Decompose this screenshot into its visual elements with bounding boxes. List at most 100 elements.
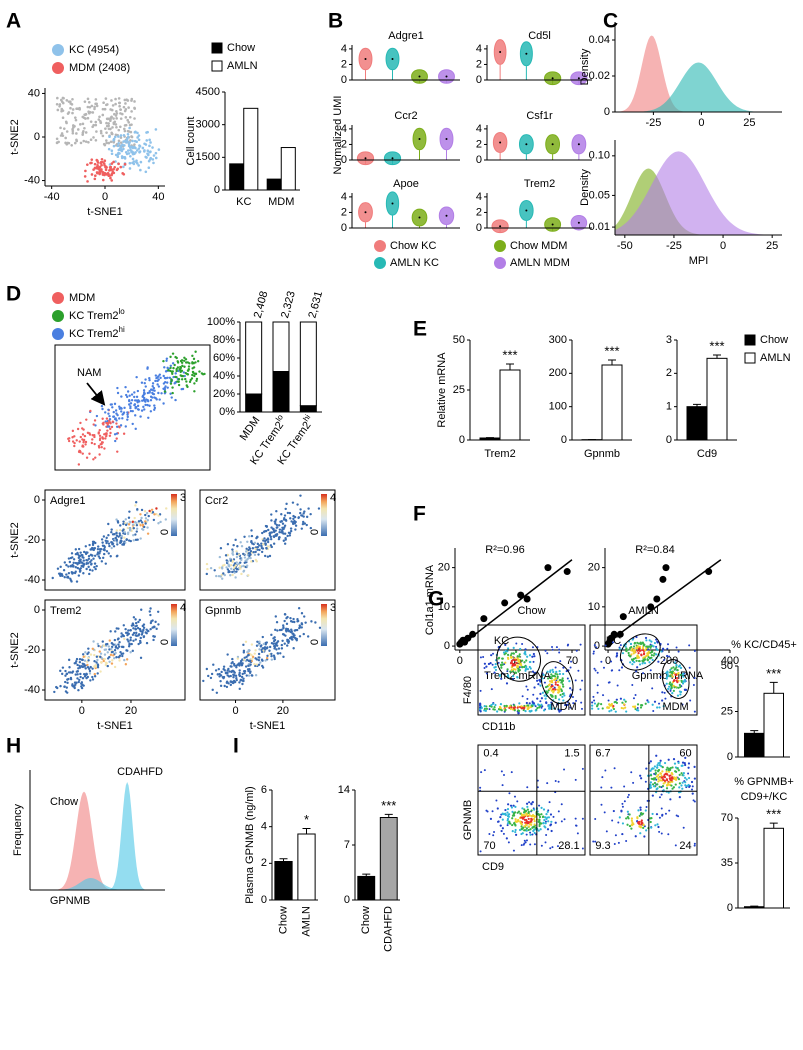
point [558,672,562,676]
y-tick-label: 300 [549,334,567,346]
point [64,669,67,673]
point [501,812,504,815]
point [172,366,175,370]
error-bar [750,905,759,907]
point [641,641,644,644]
point [644,780,647,783]
point [240,675,244,679]
point [520,823,524,826]
point [127,523,131,526]
point [141,146,145,150]
point [270,519,273,522]
significance: *** [766,666,781,681]
point [512,849,515,852]
point [539,828,542,831]
point [131,520,135,524]
colorbar-label: 4 [330,492,336,504]
point [127,403,131,406]
point [652,654,655,657]
point [611,669,614,672]
x-tick-label: 0 [232,705,238,717]
point [539,680,542,683]
point [163,381,167,384]
point [684,763,687,767]
point [297,516,301,519]
point [129,636,132,639]
point [287,641,290,645]
point [517,591,525,599]
point [88,672,92,675]
point [523,825,526,828]
point [184,361,188,364]
point [142,525,146,529]
point [207,674,210,678]
point [296,503,299,506]
point [625,710,628,713]
point [135,149,139,152]
point [222,665,226,668]
point [525,802,529,805]
y-tick-label: 0 [604,106,610,118]
density-area [615,62,782,112]
point [94,120,98,124]
y-tick-label: 80% [213,334,235,346]
point [539,692,542,695]
point [574,817,577,820]
point [317,507,321,510]
point [648,645,651,648]
point [591,707,594,710]
median [445,214,448,217]
point [99,670,102,673]
point [133,520,137,524]
point [659,759,662,762]
point [114,153,118,157]
point [109,630,112,633]
point [102,535,106,538]
point [231,570,234,574]
point [146,403,149,407]
point [89,409,92,413]
point [140,381,144,384]
point [111,642,114,645]
point [158,398,161,401]
point [253,541,257,545]
bar [686,406,708,441]
point [89,120,93,123]
x-tick-label: Chow [277,906,289,934]
point [240,663,244,667]
point [245,658,249,662]
point [194,361,197,364]
point [619,644,622,647]
point [254,649,257,652]
point [67,677,70,681]
point [93,419,97,422]
point [147,166,151,169]
x-tick-label: 400 [721,655,739,667]
point [291,638,294,641]
point [211,688,214,692]
point [655,766,659,769]
point [550,673,553,676]
point [154,128,158,131]
plot-frame [54,344,211,471]
point [547,820,550,823]
point [93,166,97,170]
point [134,130,137,134]
point [126,135,130,139]
point [651,783,655,786]
legend-label: AMLN KC [390,257,439,269]
x-axis-label: Cd9 [697,448,717,460]
violin [571,134,587,160]
point [173,382,176,385]
point [113,638,117,642]
point [154,397,157,400]
point [629,646,632,649]
point [682,771,685,775]
point [661,647,665,650]
point [110,115,113,119]
legend-label: Chow [227,42,255,54]
point [139,537,142,540]
point [231,669,235,673]
y-tick-label: 25 [721,705,733,717]
point [94,98,98,101]
